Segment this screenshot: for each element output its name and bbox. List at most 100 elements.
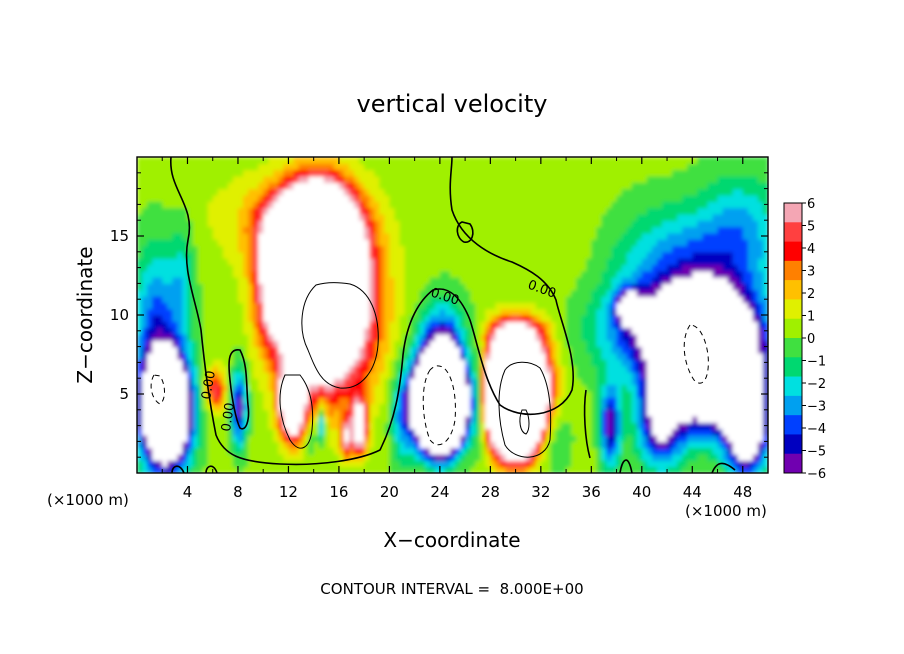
heatmap-cell xyxy=(157,270,163,278)
heatmap-cell xyxy=(611,194,618,202)
heatmap-cell xyxy=(273,163,279,171)
heatmap-cell xyxy=(177,346,184,354)
heatmap-cell xyxy=(354,327,360,335)
heatmap-cell xyxy=(142,239,148,247)
heatmap-cell xyxy=(354,239,360,247)
heatmap-cell xyxy=(268,441,274,449)
heatmap-cell xyxy=(525,397,532,405)
heatmap-cell xyxy=(202,239,209,247)
heatmap-cell xyxy=(283,359,290,367)
heatmap-cell xyxy=(470,340,476,348)
heatmap-cell xyxy=(177,264,184,272)
heatmap-cell xyxy=(444,296,451,303)
heatmap-cell xyxy=(308,384,315,392)
heatmap-cell xyxy=(263,466,269,473)
heatmap-cell xyxy=(576,315,582,322)
heatmap-cell xyxy=(434,163,441,171)
heatmap-cell xyxy=(232,258,239,266)
heatmap-cell xyxy=(394,270,401,278)
heatmap-cell xyxy=(232,277,239,284)
heatmap-cell xyxy=(202,258,209,266)
heatmap-cell xyxy=(278,447,284,455)
heatmap-cell xyxy=(444,315,451,322)
heatmap-cell xyxy=(384,441,390,449)
heatmap-cell xyxy=(227,277,234,284)
heatmap-cell xyxy=(621,416,628,424)
heatmap-cell xyxy=(243,397,249,405)
heatmap-cell xyxy=(561,289,567,297)
heatmap-cell xyxy=(137,371,143,379)
heatmap-cell xyxy=(566,346,572,354)
heatmap-cell xyxy=(157,302,163,310)
heatmap-cell xyxy=(404,340,411,348)
heatmap-cell xyxy=(581,264,587,272)
heatmap-cell xyxy=(293,258,300,266)
heatmap-cell xyxy=(434,321,441,329)
heatmap-cell xyxy=(147,384,153,392)
heatmap-cell xyxy=(540,416,547,424)
heatmap-cell xyxy=(490,207,497,215)
heatmap-cell xyxy=(394,296,401,303)
heatmap-cell xyxy=(288,239,295,247)
heatmap-cell xyxy=(379,239,385,247)
heatmap-cell xyxy=(505,454,512,461)
heatmap-cell xyxy=(449,264,456,272)
heatmap-cell xyxy=(394,447,401,455)
heatmap-cell xyxy=(399,283,406,291)
heatmap-cell xyxy=(606,315,613,322)
heatmap-cell xyxy=(455,315,461,322)
heatmap-cell xyxy=(288,264,295,272)
heatmap-cell xyxy=(424,289,431,297)
heatmap-cell xyxy=(308,447,315,455)
heatmap-cell xyxy=(581,447,587,455)
heatmap-cell xyxy=(455,340,461,348)
heatmap-cell xyxy=(142,258,148,266)
heatmap-cell xyxy=(147,460,153,468)
heatmap-cell xyxy=(263,435,269,442)
heatmap-cell xyxy=(505,397,512,405)
heatmap-cell xyxy=(177,315,184,322)
heatmap-cell xyxy=(172,441,178,449)
heatmap-cell xyxy=(379,346,385,354)
heatmap-cell xyxy=(591,264,597,272)
heatmap-cell xyxy=(631,416,638,424)
heatmap-cell xyxy=(455,384,461,392)
heatmap-cell xyxy=(596,175,603,183)
heatmap-cell xyxy=(237,207,244,215)
heatmap-cell xyxy=(157,403,163,411)
heatmap-cell xyxy=(576,409,582,417)
heatmap-cell xyxy=(525,333,532,341)
heatmap-cell xyxy=(449,333,456,341)
heatmap-cell xyxy=(515,315,522,322)
heatmap-cell xyxy=(460,346,466,354)
heatmap-cell xyxy=(550,378,557,386)
heatmap-cell xyxy=(283,327,290,335)
heatmap-cell xyxy=(217,371,224,379)
heatmap-cell xyxy=(172,188,178,196)
heatmap-cell xyxy=(535,169,542,177)
heatmap-cell xyxy=(303,428,310,436)
heatmap-cell xyxy=(202,460,209,468)
heatmap-cell xyxy=(515,371,522,379)
heatmap-cell xyxy=(152,264,158,272)
heatmap-cell xyxy=(172,378,178,386)
heatmap-cell xyxy=(207,226,214,234)
heatmap-cell xyxy=(470,157,476,164)
heatmap-cell xyxy=(167,277,173,284)
heatmap-cell xyxy=(500,213,507,221)
heatmap-cell xyxy=(263,384,269,392)
heatmap-cell xyxy=(197,207,204,215)
heatmap-cell xyxy=(581,359,587,367)
heatmap-cell xyxy=(449,397,456,405)
heatmap-cell xyxy=(505,403,512,411)
heatmap-cell xyxy=(152,308,158,316)
heatmap-cell xyxy=(328,258,335,266)
heatmap-cell xyxy=(636,308,643,316)
heatmap-cell xyxy=(152,163,158,171)
heatmap-cell xyxy=(318,302,325,310)
heatmap-cell xyxy=(308,194,315,202)
heatmap-cell xyxy=(550,327,557,335)
heatmap-cell xyxy=(258,201,264,209)
heatmap-cell xyxy=(591,251,597,259)
heatmap-cell xyxy=(338,239,345,247)
